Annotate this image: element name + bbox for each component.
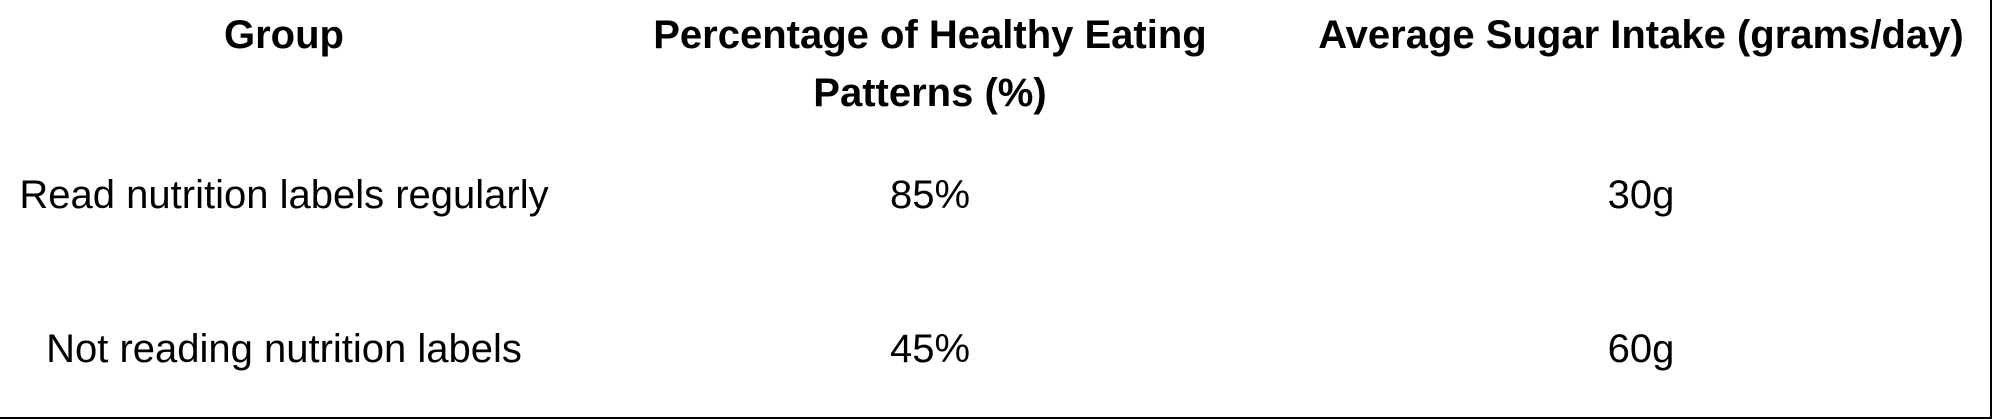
cell-group: Read nutrition labels regularly — [19, 173, 549, 217]
cell-group: Not reading nutrition labels — [46, 327, 522, 371]
cell-healthy-eating: 45% — [889, 327, 971, 371]
column-header-group: Group — [224, 13, 344, 57]
column-header-healthy-eating: Percentage of Healthy Eating Patterns (%… — [653, 13, 1207, 115]
column-header-sugar-intake: Average Sugar Intake (grams/day) — [1318, 13, 1964, 57]
cell-sugar-intake: 30g — [1607, 173, 1675, 217]
table-row: Not reading nutrition labels 45% 60g — [0, 320, 1990, 413]
cell-healthy-eating: 85% — [889, 173, 971, 217]
cell-sugar-intake: 60g — [1607, 327, 1675, 371]
header-row: Group Percentage of Healthy Eating Patte… — [0, 0, 1990, 166]
table-row: Read nutrition labels regularly 85% 30g — [0, 166, 1990, 320]
